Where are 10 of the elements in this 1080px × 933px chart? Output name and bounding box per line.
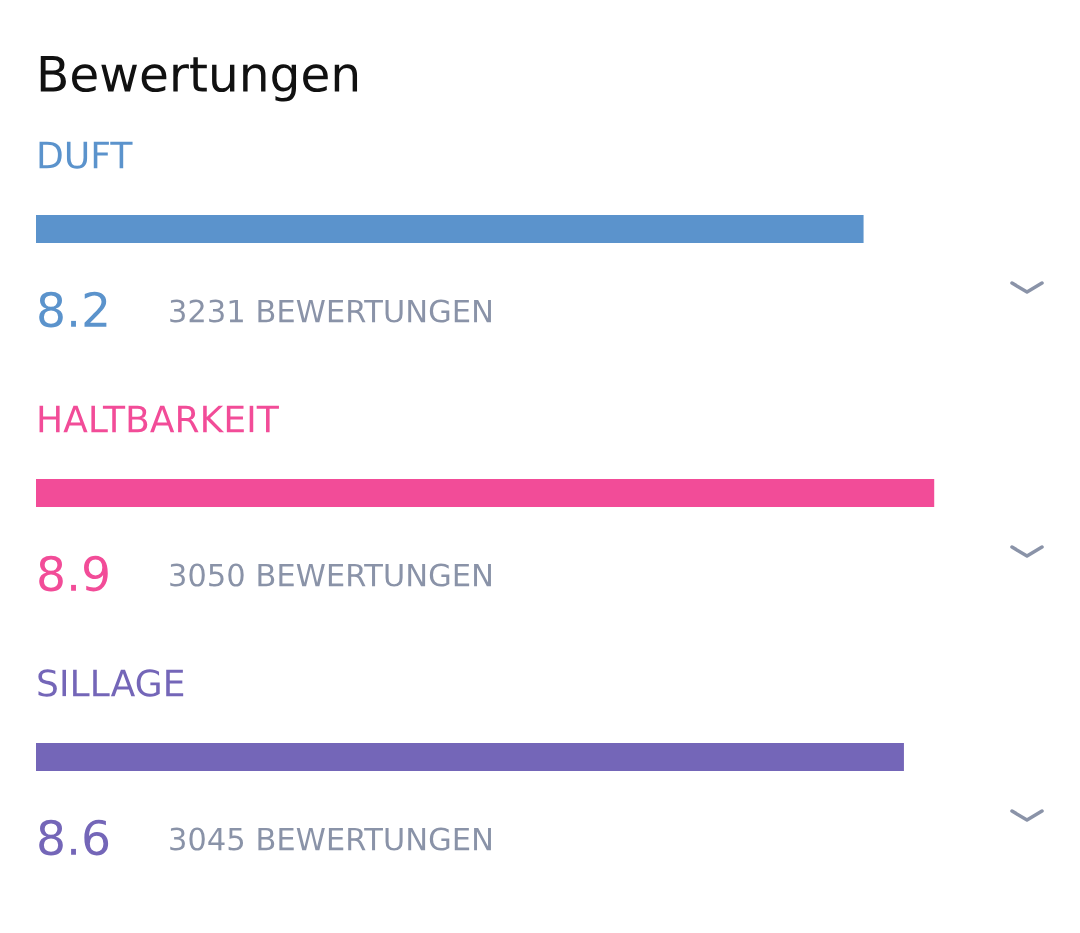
annotation: 3045 BEWERTUNGEN [170, 827, 491, 851]
data-label: 8.9 [39, 555, 108, 592]
chart-title: Bewertungen [40, 55, 358, 102]
y-tick-label: HALTBARKEIT [39, 405, 279, 433]
annotation: 3231 BEWERTUNGEN [170, 299, 491, 323]
data-label: 8.2 [39, 291, 107, 328]
y-tick-label: SILLAGE [38, 669, 184, 697]
y-tick-label: DUFT [39, 141, 133, 169]
data-label: 8.6 [39, 819, 109, 856]
annotation: 3050 BEWERTUNGEN [170, 563, 491, 587]
